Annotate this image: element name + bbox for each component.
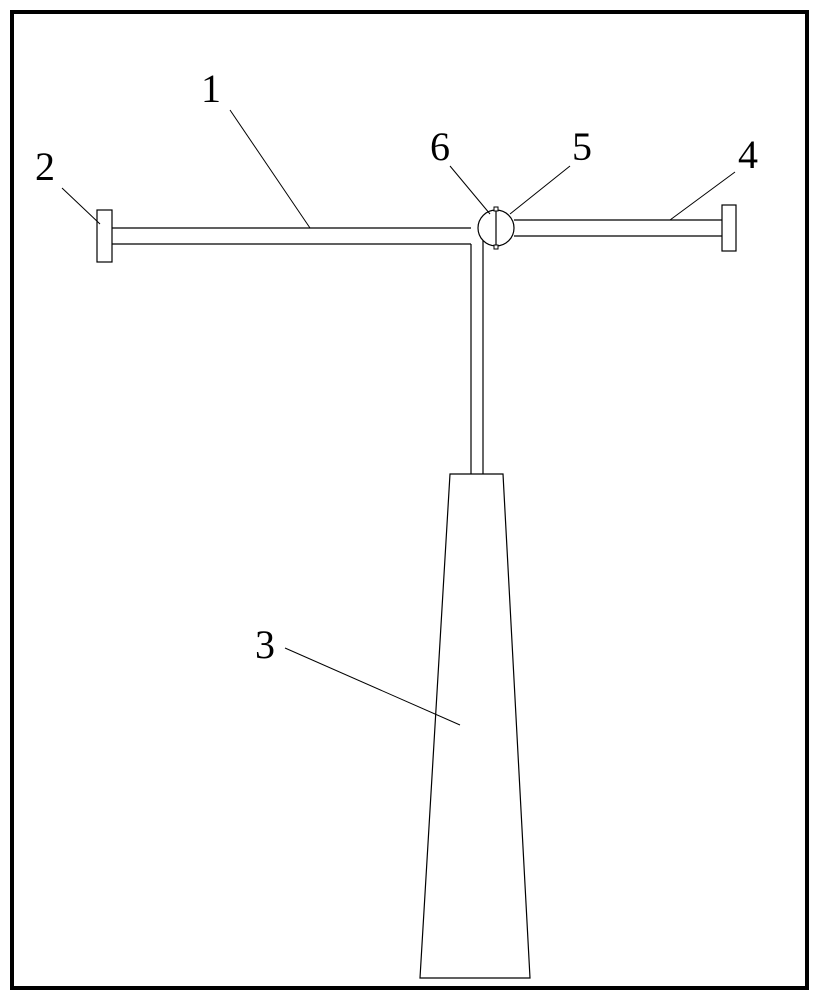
left-end-plate: [97, 210, 112, 262]
leader-line-2: [62, 188, 100, 224]
joint-screw-bottom: [494, 245, 498, 249]
leader-line-1: [230, 110, 310, 228]
label-6: 6: [430, 124, 450, 169]
joint-screw-top: [494, 207, 498, 211]
label-5: 5: [572, 124, 592, 169]
label-3: 3: [255, 622, 275, 667]
tower: [420, 474, 530, 978]
outer-frame: [12, 12, 807, 988]
leader-line-3: [285, 648, 460, 725]
leader-line-6: [450, 166, 490, 214]
label-2: 2: [35, 144, 55, 189]
label-1: 1: [201, 66, 221, 111]
right-end-plate: [722, 205, 736, 251]
leader-line-5: [510, 166, 570, 214]
label-4: 4: [738, 132, 758, 177]
